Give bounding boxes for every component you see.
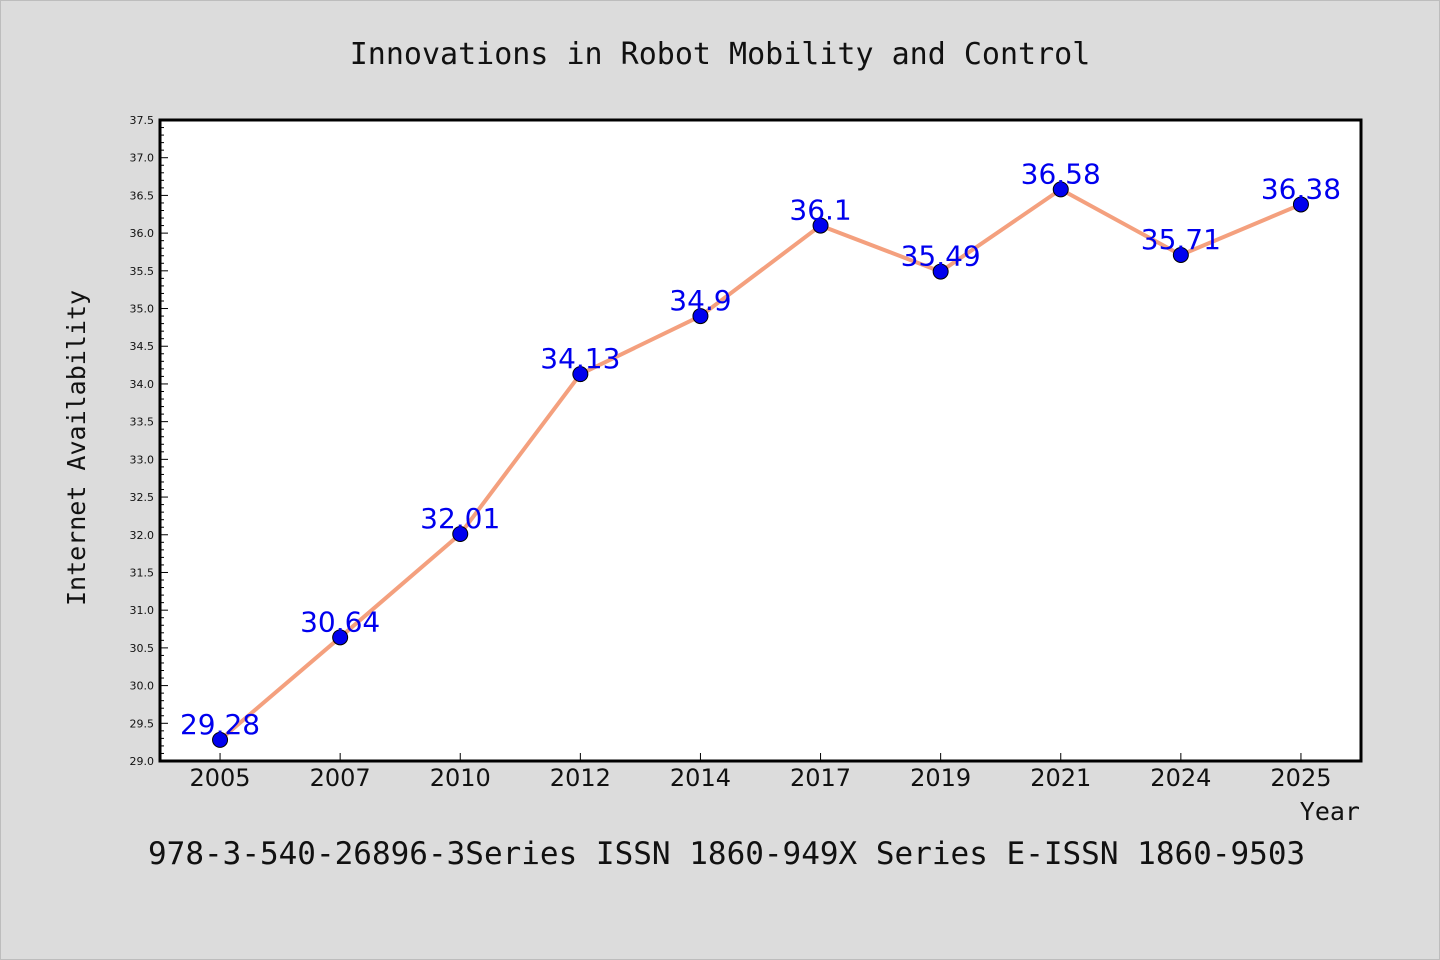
y-axis: 29.0 29.5 30.0 30.5 31.0 31.5 32.0 32.5 33.0 33.5… [130,114,168,768]
data-label: 29.28 [180,708,260,741]
y-tick-label: 31.5 [130,566,155,579]
x-tick-label: 2014 [670,764,731,792]
y-tick-label: 30.5 [130,642,155,655]
data-label: 36.38 [1261,172,1341,205]
data-point [212,731,229,748]
plot-area [158,118,1363,763]
data-label: 32.01 [420,502,500,535]
x-tick-label: 2017 [790,764,851,792]
data-point [1172,246,1189,263]
data-point [1052,181,1069,198]
y-tick-label: 37.5 [130,114,155,127]
x-tick-label: 2024 [1150,764,1211,792]
data-label: 36.58 [1021,157,1101,190]
data-point [572,366,589,383]
x-tick-label: 2012 [550,764,611,792]
y-tick-label: 33.0 [130,453,155,466]
x-tick-label: 2007 [310,764,371,792]
data-point [932,263,949,280]
data-label: 36.1 [789,194,851,227]
y-tick-label: 34.0 [130,378,155,391]
x-axis: 2005 2007 2010 2012 2014 2017 2019 2021 2024 2025 [190,753,1331,792]
y-axis-label: Internet Availability [62,290,91,606]
y-tick-label: 35.0 [130,303,155,316]
data-point [452,526,469,543]
series-line [218,187,1303,742]
data-label: 34.13 [540,342,620,375]
footer-isbn-issn: 978-3-540-26896-3Series ISSN 1860-949X S… [148,836,1305,872]
y-tick-label: 33.5 [130,416,155,429]
y-tick-label: 36.0 [130,227,155,240]
y-tick-label: 34.5 [130,340,155,353]
data-labels-group: 29.28 30.64 32.01 34.13 34.9 36.1 35.49 36.58 35… [180,157,1341,741]
series-line-group [212,181,1309,748]
y-tick-label: 32.0 [130,529,155,542]
y-tick-label: 31.0 [130,604,155,617]
y-tick-label: 30.0 [130,680,155,693]
y-tick-label: 29.0 [130,755,155,768]
y-tick-label: 29.5 [130,717,155,730]
data-label: 30.64 [300,605,380,638]
data-label: 35.49 [901,240,981,273]
y-tick-label: 37.0 [130,152,155,165]
y-tick-label: 32.5 [130,491,155,504]
chart-title: Innovations in Robot Mobility and Contro… [350,37,1091,72]
y-tick-label: 36.5 [130,189,155,202]
x-tick-label: 2021 [1030,764,1091,792]
data-point [692,308,709,325]
x-tick-label: 2019 [910,764,971,792]
x-tick-label: 2005 [190,764,251,792]
x-tick-label: 2025 [1270,764,1331,792]
x-axis-label: Year [1300,797,1360,826]
data-label: 34.9 [669,284,731,317]
data-point [812,217,829,234]
data-point [1292,196,1309,213]
data-point [332,629,349,646]
y-tick-label: 35.5 [130,265,155,278]
x-tick-label: 2010 [430,764,491,792]
data-label: 35.71 [1141,223,1221,256]
